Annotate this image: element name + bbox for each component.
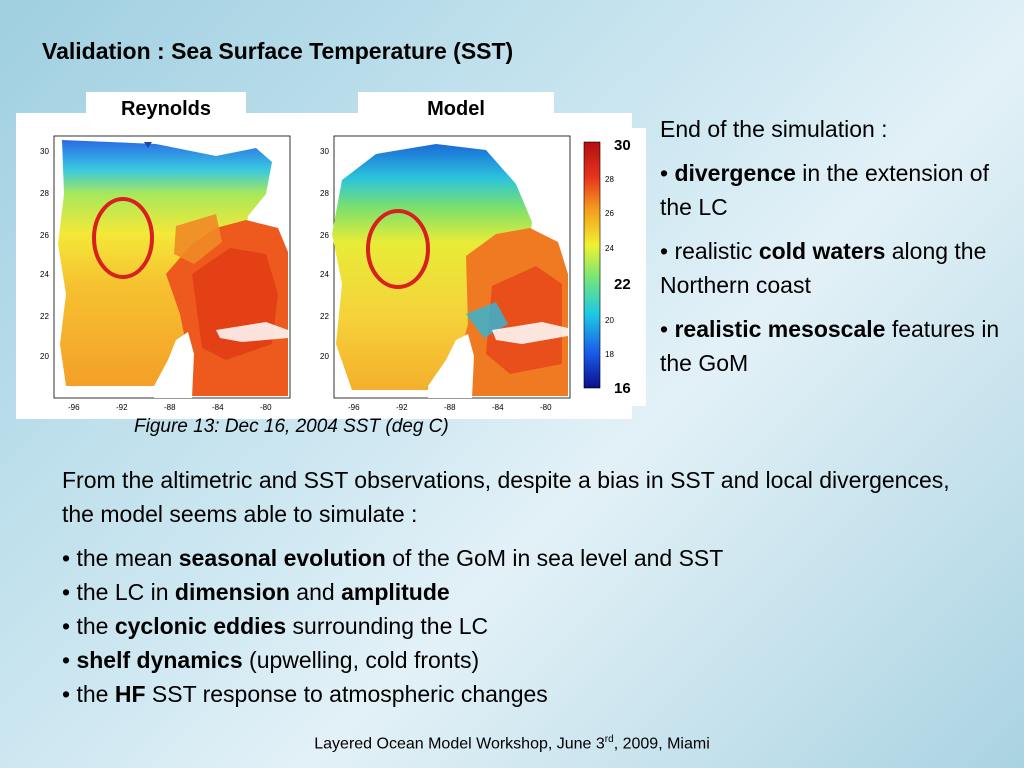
x-tick: -80 xyxy=(260,403,272,412)
y-tick: 20 xyxy=(320,352,329,361)
summary-bullet-cold-waters: • realistic cold waters along the Northe… xyxy=(660,238,987,298)
slide-title: Validation : Sea Surface Temperature (SS… xyxy=(42,38,514,64)
colorbar-tick: 24 xyxy=(605,244,614,253)
list-item: • shelf dynamics (upwelling, cold fronts… xyxy=(62,647,480,673)
x-tick: -88 xyxy=(164,403,176,412)
x-tick: -84 xyxy=(492,403,504,412)
conclusions-list: • the mean seasonal evolution of the GoM… xyxy=(62,541,962,711)
colorbar-tick: 28 xyxy=(605,175,614,184)
list-item: • the cyclonic eddies surrounding the LC xyxy=(62,613,489,639)
x-tick: -80 xyxy=(540,403,552,412)
y-tick: 30 xyxy=(40,147,49,156)
x-tick: -92 xyxy=(116,403,128,412)
x-tick: -88 xyxy=(444,403,456,412)
y-tick: 22 xyxy=(320,312,329,321)
simulation-summary: End of the simulation : • divergence in … xyxy=(660,112,1020,390)
colorbar-label-mid: 22 xyxy=(614,276,631,293)
reynolds-sst-map: 30 28 26 24 22 20 -96 -92 -88 -84 -80 xyxy=(40,135,291,412)
y-tick: 26 xyxy=(40,231,49,240)
y-tick: 28 xyxy=(40,189,49,198)
x-tick: -84 xyxy=(212,403,224,412)
colorbar-tick: 20 xyxy=(605,316,614,325)
sst-colorbar: 28 26 24 20 18 30 22 16 xyxy=(583,137,631,396)
colorbar-label-bottom: 16 xyxy=(614,380,631,396)
figure-caption: Figure 13: Dec 16, 2004 SST (deg C) xyxy=(134,416,449,437)
y-tick: 30 xyxy=(320,147,329,156)
y-tick: 24 xyxy=(40,270,49,279)
conclusions: From the altimetric and SST observations… xyxy=(62,463,962,711)
y-tick: 28 xyxy=(320,189,329,198)
model-sst-map: 30 28 26 24 22 20 -96 -92 -88 -84 -80 xyxy=(320,135,571,412)
conclusions-intro: From the altimetric and SST observations… xyxy=(62,467,950,527)
y-tick: 22 xyxy=(40,312,49,321)
model-label: Model xyxy=(358,92,554,124)
y-tick: 20 xyxy=(40,352,49,361)
slide-footer: Layered Ocean Model Workshop, June 3rd, … xyxy=(314,734,710,753)
reynolds-label: Reynolds xyxy=(86,92,246,124)
list-item: • the LC in dimension and amplitude xyxy=(62,579,450,605)
x-tick: -92 xyxy=(396,403,408,412)
y-tick: 26 xyxy=(320,231,329,240)
summary-heading: End of the simulation : xyxy=(660,116,888,142)
colorbar-tick: 26 xyxy=(605,209,614,218)
list-item: • the HF SST response to atmospheric cha… xyxy=(62,681,548,707)
colorbar-label-top: 30 xyxy=(614,137,631,154)
summary-bullet-divergence: • divergence in the extension of the LC xyxy=(660,160,989,220)
colorbar-box xyxy=(600,128,646,406)
x-tick: -96 xyxy=(348,403,360,412)
y-tick: 24 xyxy=(320,270,329,279)
list-item: • the mean seasonal evolution of the GoM… xyxy=(62,545,724,571)
colorbar-tick: 18 xyxy=(605,350,614,359)
x-tick: -96 xyxy=(68,403,80,412)
summary-bullet-mesoscale: • realistic mesoscale features in the Go… xyxy=(660,316,1000,376)
